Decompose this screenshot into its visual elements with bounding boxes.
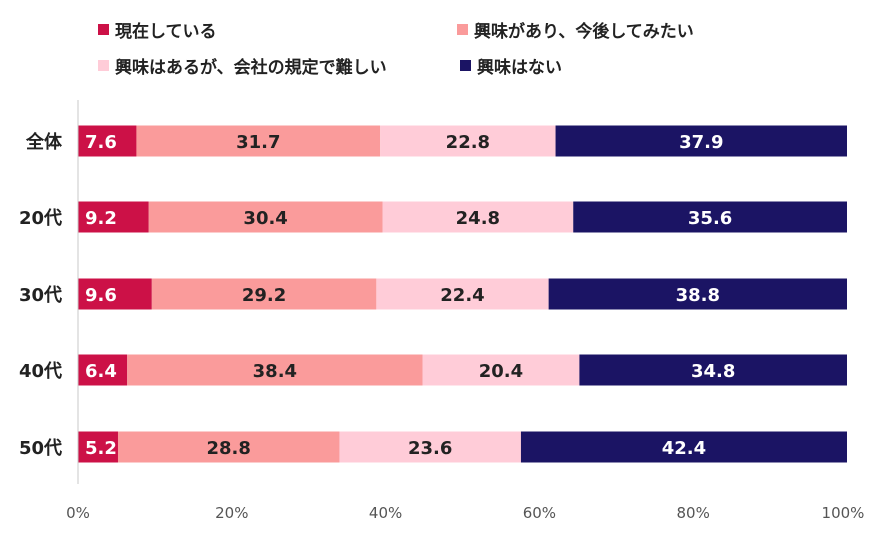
data-label-restricted: 22.4 (440, 285, 484, 306)
bar-segment-current (78, 201, 149, 233)
data-label-restricted: 24.8 (456, 208, 500, 229)
legend-label-restricted: 興味はあるが、会社の規定で難しい (115, 58, 387, 78)
data-label-current: 6.4 (85, 361, 117, 382)
data-label-not-interested: 38.8 (676, 285, 720, 306)
bar-segment-restricted (422, 354, 580, 386)
bar-segment-interested (148, 201, 383, 233)
data-label-interested: 31.7 (236, 132, 280, 153)
data-label-restricted: 20.4 (479, 361, 523, 382)
bar-segment-interested (136, 125, 381, 157)
legend-item-current: 現在している (98, 17, 217, 42)
data-label-not-interested: 35.6 (688, 208, 732, 229)
legend-label-current: 現在している (115, 22, 217, 42)
data-label-not-interested: 37.9 (679, 132, 723, 153)
bar-segment-not-interested (520, 431, 847, 463)
legend-item-restricted: 興味はあるが、会社の規定で難しい (98, 53, 387, 78)
bar-segment-not-interested (573, 201, 847, 233)
x-tick-label: 100% (822, 504, 865, 522)
data-label-interested: 28.8 (207, 438, 251, 459)
legend-swatch-not-interested (460, 60, 471, 71)
category-label: 30代 (19, 285, 62, 306)
legend-swatch-current (98, 24, 109, 35)
legend-item-not-interested: 興味はない (460, 53, 562, 78)
x-tick-label: 80% (677, 504, 710, 522)
data-label-restricted: 23.6 (408, 438, 452, 459)
data-label-current: 9.2 (85, 208, 117, 229)
bar-segment-current (78, 125, 137, 157)
bar-segment-not-interested (579, 354, 847, 386)
bar-segment-current (78, 278, 152, 310)
bar-segment-restricted (380, 125, 556, 157)
bar-segment-interested (151, 278, 377, 310)
category-label: 50代 (19, 438, 62, 459)
data-label-current: 7.6 (85, 132, 117, 153)
data-label-not-interested: 42.4 (662, 438, 706, 459)
bar-segment-current (78, 354, 128, 386)
category-label: 40代 (19, 361, 62, 382)
category-label: 20代 (19, 208, 62, 229)
data-label-restricted: 22.8 (446, 132, 490, 153)
bar-segment-restricted (339, 431, 521, 463)
bar-segment-interested (117, 431, 340, 463)
legend-label-not-interested: 興味はない (477, 58, 562, 78)
legend-label-interested: 興味があり、今後してみたい (474, 22, 694, 42)
bar-segment-not-interested (548, 278, 847, 310)
x-tick-label: 60% (523, 504, 556, 522)
legend-swatch-restricted (98, 60, 109, 71)
legend-item-interested: 興味があり、今後してみたい (457, 17, 694, 42)
category-label: 全体 (25, 131, 63, 153)
data-label-not-interested: 34.8 (691, 361, 735, 382)
bar-segment-not-interested (555, 125, 847, 157)
data-label-interested: 29.2 (242, 285, 286, 306)
bar-segment-interested (127, 354, 423, 386)
x-tick-label: 0% (66, 504, 90, 522)
data-label-interested: 30.4 (243, 208, 287, 229)
bar-segment-restricted (382, 201, 574, 233)
data-label-current: 5.2 (85, 438, 117, 459)
legend-swatch-interested (457, 24, 468, 35)
bar-segment-current (78, 431, 118, 463)
data-label-current: 9.6 (85, 285, 117, 306)
data-label-interested: 38.4 (253, 361, 297, 382)
x-tick-label: 20% (215, 504, 248, 522)
x-tick-label: 40% (369, 504, 402, 522)
bar-segment-restricted (376, 278, 549, 310)
